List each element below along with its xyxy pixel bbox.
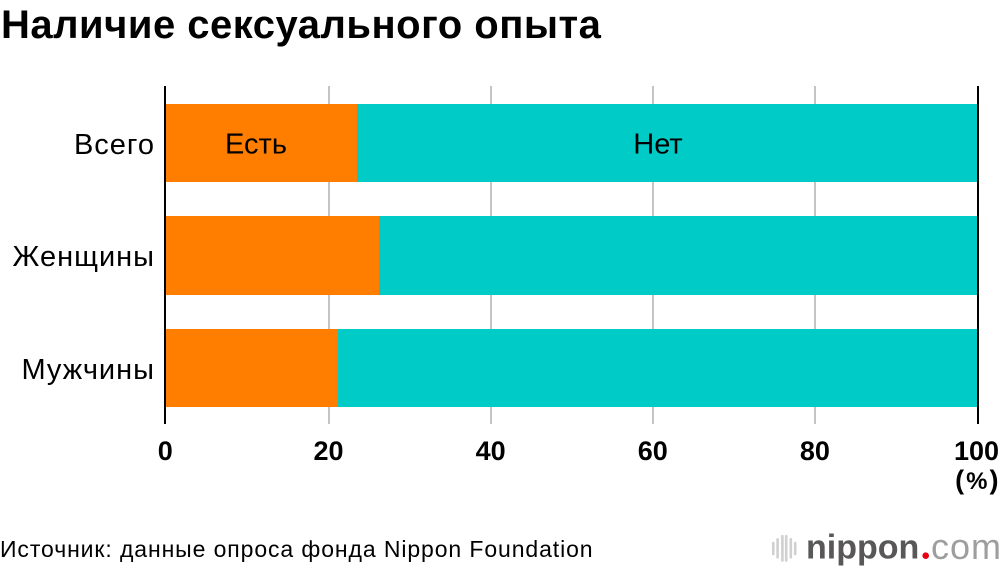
svg-text:nippon: nippon	[806, 528, 919, 566]
svg-text:com: com	[931, 528, 1000, 567]
